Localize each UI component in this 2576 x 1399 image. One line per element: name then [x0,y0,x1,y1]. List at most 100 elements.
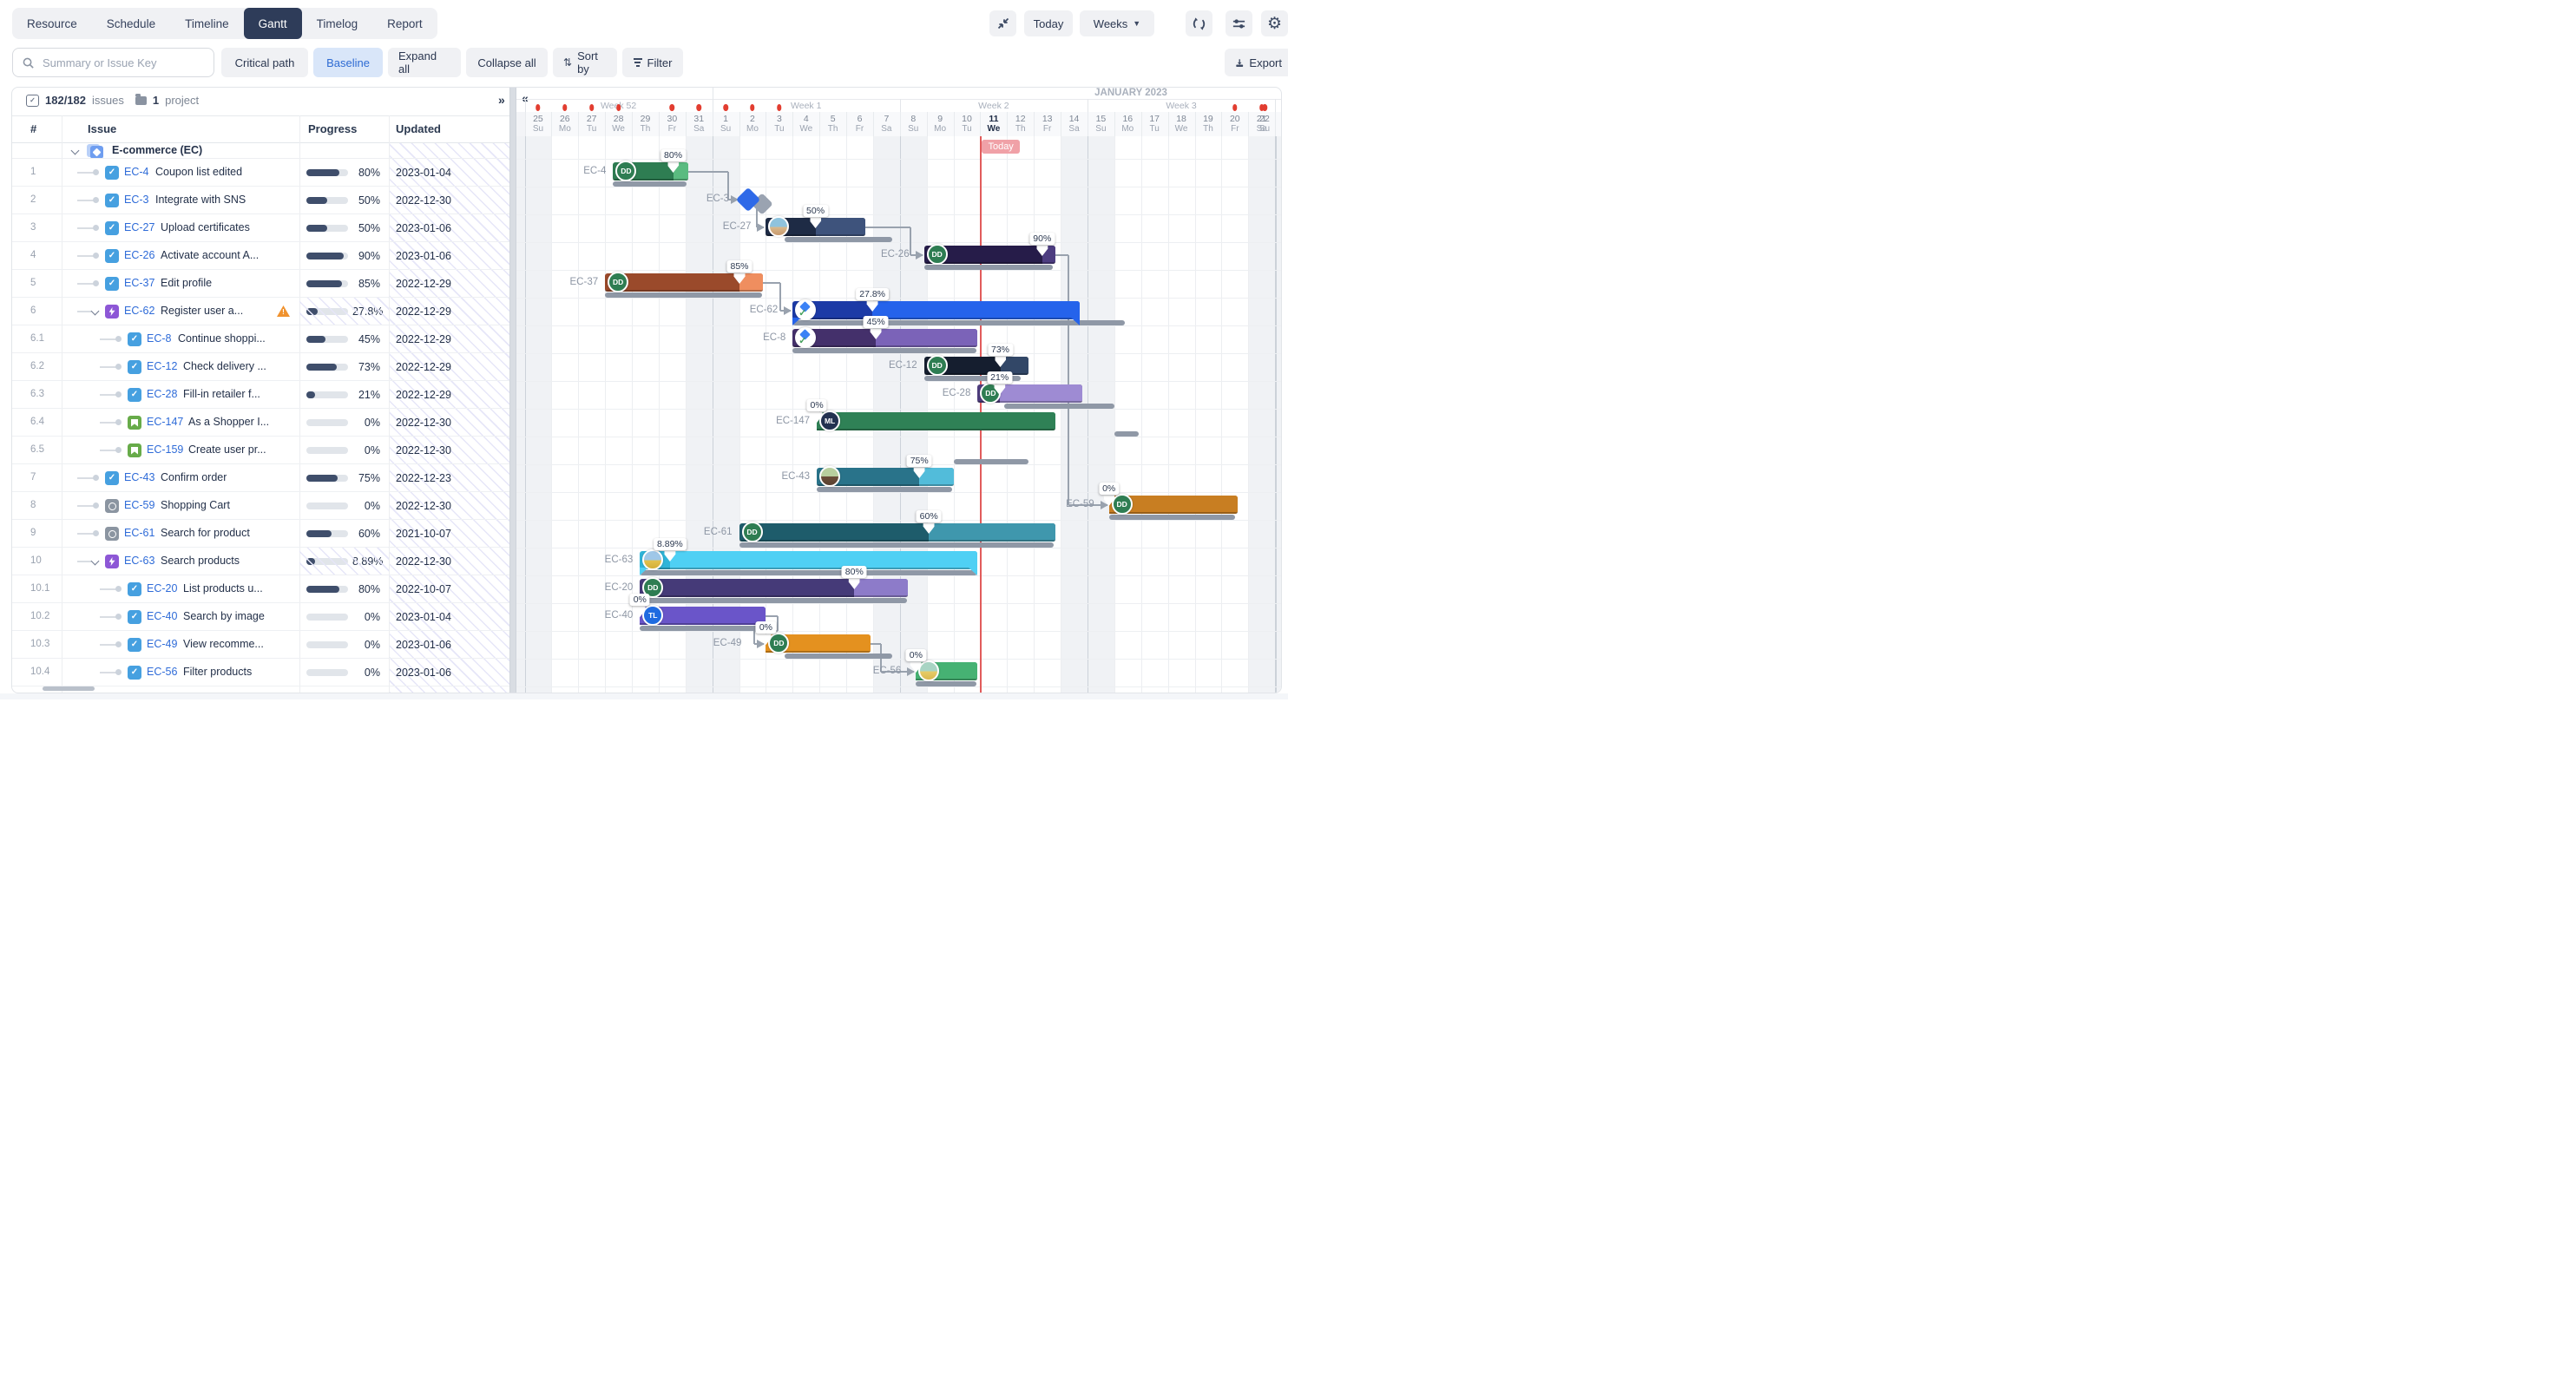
table-row[interactable]: 6.2 ✓ EC-12 Check delivery ... 73% 2022-12-29 [12,353,509,381]
nav-tab-gantt[interactable]: Gantt [243,8,302,39]
tree-stub-dot [115,447,122,453]
gantt-bar-EC-147[interactable] [817,412,1055,430]
updated-date: 2023-01-06 [396,250,451,262]
project-row[interactable]: E-commerce (EC) [12,143,509,159]
table-row[interactable]: 9 EC-61 Search for product 60% 2021-10-07 [12,520,509,548]
table-row[interactable]: 3 ✓ EC-27 Upload certificates 50% 2023-01-06 [12,214,509,242]
issue-key[interactable]: EC-59 [124,499,155,511]
table-row[interactable]: 6.5 EC-159 Create user pr... 0% 2022-12-30 [12,437,509,464]
collapse-panel-chevrons[interactable]: « [522,91,529,105]
panel-divider[interactable] [509,88,516,693]
table-h-scrollbar-thumb[interactable] [43,686,95,691]
toolbar-button-filter[interactable]: Filter [622,48,683,77]
issue-key[interactable]: EC-62 [124,305,155,317]
issue-key[interactable]: EC-37 [124,277,155,289]
column-header-num[interactable]: # [30,122,37,135]
table-row[interactable]: 4 ✓ EC-26 Activate account A... 90% 2023-01-0… [12,242,509,270]
search-input[interactable] [41,55,205,70]
folder-icon [135,94,147,105]
table-row[interactable]: 6.1 ✓ EC-8 Continue shoppi... 45% 2022-12-29 [12,325,509,353]
table-row[interactable]: 6.3 ✓ EC-28 Fill-in retailer f... 21% 2022-12… [12,381,509,409]
expand-panel-chevrons[interactable]: » [498,93,505,107]
table-row[interactable]: 2 ✓ EC-3 Integrate with SNS 50% 2022-12-30 [12,187,509,214]
toolbar-button-expand-all[interactable]: Expand all [388,48,461,77]
gantt-bar-EC-62[interactable] [792,301,1080,319]
nav-tab-report[interactable]: Report [387,16,423,30]
gantt-bar-EC-40[interactable] [640,607,766,625]
column-header-progress[interactable]: Progress [308,122,358,135]
issue-key[interactable]: EC-61 [124,527,155,539]
issue-key[interactable]: EC-63 [124,555,155,567]
gantt-bar-EC-37[interactable] [605,273,764,292]
issue-key[interactable]: EC-147 [147,416,184,428]
nav-tab-timeline[interactable]: Timeline [185,16,229,30]
sync-button[interactable] [1186,10,1212,36]
nav-tab-timelog[interactable]: Timelog [316,16,358,30]
nav-tab-resource[interactable]: Resource [27,16,77,30]
table-row[interactable]: 8 EC-59 Shopping Cart 0% 2022-12-30 [12,492,509,520]
toolbar-button-collapse-all[interactable]: Collapse all [466,48,548,77]
row-collapse-chevron[interactable] [90,306,100,316]
column-header-updated[interactable]: Updated [396,122,441,135]
gantt-bar-EC-59[interactable] [1108,496,1238,514]
table-row[interactable]: 10.3 ✓ EC-49 View recomme... 0% 2023-01-06 [12,631,509,659]
issue-key[interactable]: EC-8 [147,332,172,345]
avatar-initials: DD [768,633,790,654]
issue-key[interactable]: EC-159 [147,443,184,456]
tree-stub [77,533,96,535]
gantt-bar-EC-49[interactable] [766,634,871,653]
gantt-bar-EC-63[interactable] [640,551,978,569]
tree-stub [100,672,119,673]
row-number: 6.3 [30,389,44,399]
toolbar-button-critical-path[interactable]: Critical path [221,48,308,77]
table-row[interactable]: 10.1 ✓ EC-20 List products u... 80% 2022-10-0… [12,575,509,603]
tree-stub [100,450,119,451]
issue-key[interactable]: EC-28 [147,388,178,400]
day-name: Su [1095,124,1107,134]
compress-button[interactable] [989,10,1016,36]
table-row[interactable]: 5 ✓ EC-37 Edit profile 85% 2022-12-29 [12,270,509,298]
view-settings-button[interactable] [1226,10,1252,36]
task-icon: ✓ [105,166,119,180]
toolbar-button-sort-by[interactable]: ⇅ Sort by [553,48,617,77]
export-button[interactable]: Export [1225,49,1288,76]
progress-percent-label: 45% [863,316,889,328]
table-row[interactable]: 7 ✓ EC-43 Confirm order 75% 2022-12-23 [12,464,509,492]
issue-key[interactable]: EC-3 [124,194,149,206]
nav-tab-schedule[interactable]: Schedule [106,16,156,30]
issue-key[interactable]: EC-27 [124,221,155,233]
column-header-issue[interactable]: Issue [88,122,117,135]
gantt-bar-EC-8[interactable] [792,329,978,347]
table-row[interactable]: 6.4 EC-147 As a Shopper I... 0% 2022-12-30 [12,409,509,437]
issue-key[interactable]: EC-43 [124,471,155,483]
avatar-initials: TL [642,605,664,626]
issue-key[interactable]: EC-12 [147,360,178,372]
tree-stub-dot [93,169,99,175]
toolbar-button-baseline[interactable]: Baseline [313,48,383,77]
issue-summary: Continue shoppi... [178,332,266,345]
issue-summary: Shopping Cart [161,499,230,511]
table-row[interactable]: 10.4 ✓ EC-56 Filter products 0% 2023-01-06 [12,659,509,686]
project-collapse-chevron[interactable] [70,146,80,155]
issue-key[interactable]: EC-26 [124,249,155,261]
settings-button[interactable]: ⚙ [1261,10,1288,36]
zoom-level-select[interactable]: Weeks ▼ [1080,10,1154,36]
gantt-bar-EC-61[interactable] [739,523,1055,542]
issue-key[interactable]: EC-20 [147,582,178,594]
today-button[interactable]: Today [1024,10,1073,36]
story-icon [128,443,141,457]
row-number: 10.1 [30,583,50,594]
issue-key[interactable]: EC-56 [147,666,178,678]
row-number: 6.1 [30,333,44,344]
issue-key[interactable]: EC-40 [147,610,178,622]
updated-date: 2023-01-06 [396,667,451,679]
row-collapse-chevron[interactable] [90,556,100,566]
gantt-bar-EC-20[interactable] [640,579,909,597]
issue-key[interactable]: EC-4 [124,166,149,178]
table-row[interactable]: 10.2 ✓ EC-40 Search by image 0% 2023-01-04 [12,603,509,631]
parent-bar-wing [969,568,978,575]
issue-key[interactable]: EC-49 [147,638,178,650]
table-row[interactable]: 1 ✓ EC-4 Coupon list edited 80% 2023-01-04 [12,159,509,187]
